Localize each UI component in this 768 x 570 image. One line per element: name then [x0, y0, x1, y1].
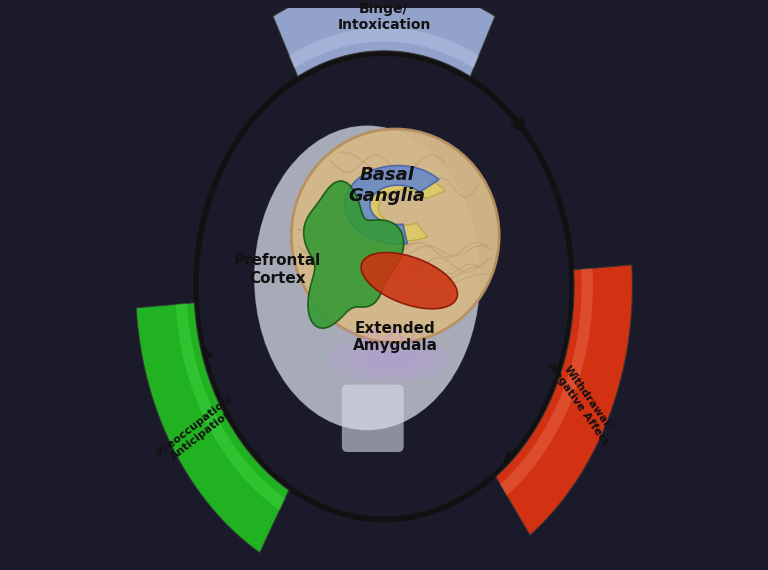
Text: Extended
Amygdala: Extended Amygdala: [353, 321, 438, 353]
Text: Withdrawal/
Negative Affect: Withdrawal/ Negative Affect: [546, 355, 620, 447]
Polygon shape: [273, 0, 495, 76]
Text: Binge/
Intoxication: Binge/ Intoxication: [337, 2, 431, 32]
Ellipse shape: [255, 126, 479, 430]
Polygon shape: [290, 27, 478, 68]
Text: Prefrontal
Cortex: Prefrontal Cortex: [233, 253, 321, 286]
Ellipse shape: [291, 129, 499, 343]
Polygon shape: [176, 303, 285, 510]
Polygon shape: [345, 165, 439, 244]
Polygon shape: [356, 174, 445, 241]
Ellipse shape: [328, 336, 452, 383]
Ellipse shape: [364, 350, 415, 369]
Text: Preoccupation/
Anticipation: Preoccupation/ Anticipation: [154, 393, 242, 467]
Polygon shape: [500, 268, 593, 496]
Ellipse shape: [347, 343, 432, 375]
Text: Basal
Ganglia: Basal Ganglia: [349, 166, 425, 205]
Polygon shape: [136, 303, 289, 553]
Polygon shape: [495, 265, 632, 535]
FancyBboxPatch shape: [342, 385, 404, 452]
Polygon shape: [303, 181, 404, 328]
Polygon shape: [361, 253, 458, 309]
